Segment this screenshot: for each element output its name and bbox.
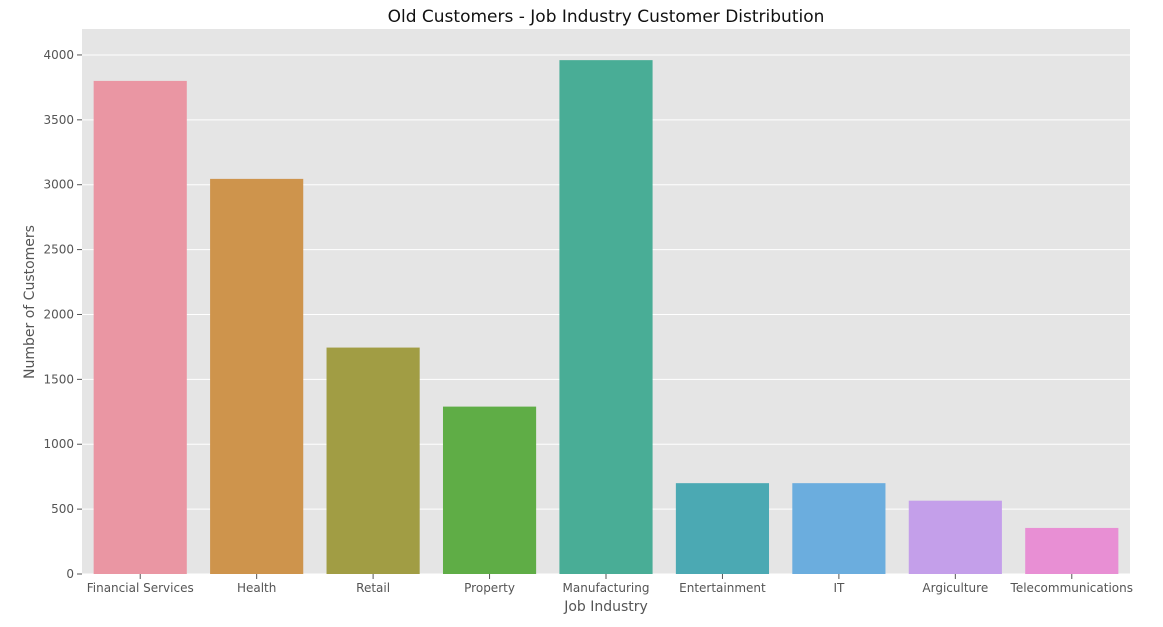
- y-axis-label: Number of Customers: [22, 225, 38, 379]
- bar-manufacturing: [559, 60, 653, 574]
- y-tick-label: 4000: [43, 48, 74, 62]
- y-tick-label: 0: [66, 567, 74, 581]
- bars-layer: [93, 60, 1119, 575]
- y-tick-label: 2500: [43, 243, 74, 257]
- y-tick-label: 3500: [43, 113, 74, 127]
- x-axis-label: Job Industry: [563, 599, 648, 615]
- bar-argiculture: [908, 500, 1002, 574]
- x-tick-label: Financial Services: [87, 581, 194, 595]
- y-tick-label: 1000: [43, 437, 74, 451]
- x-tick-label: Argiculture: [922, 581, 988, 595]
- x-tick-label: Entertainment: [679, 581, 766, 595]
- bar-financial-services: [93, 80, 187, 575]
- bar-retail: [326, 347, 420, 574]
- x-tick-label: Telecommunications: [1010, 581, 1133, 595]
- y-tick-label: 1500: [43, 372, 74, 386]
- bar-telecommunications: [1025, 527, 1119, 574]
- bar-it: [792, 483, 886, 574]
- y-tick-label: 3000: [43, 178, 74, 192]
- y-tick-label: 2000: [43, 307, 74, 321]
- bar-property: [442, 406, 537, 574]
- chart-title: Old Customers - Job Industry Customer Di…: [388, 7, 825, 27]
- y-axis-ticks: 0 500 1000 1500 2000 2500 3000 3500 4000: [43, 48, 82, 581]
- x-tick-label: IT: [833, 581, 845, 595]
- x-axis-ticks: Financial Services Health Retail Property Ma…: [87, 574, 1133, 595]
- y-tick-label: 500: [51, 502, 74, 516]
- x-tick-label: Manufacturing: [563, 581, 650, 595]
- bar-entertainment: [675, 483, 770, 574]
- x-tick-label: Retail: [356, 581, 390, 595]
- bar-health: [210, 178, 304, 574]
- x-tick-label: Property: [464, 581, 515, 595]
- x-tick-label: Health: [237, 581, 276, 595]
